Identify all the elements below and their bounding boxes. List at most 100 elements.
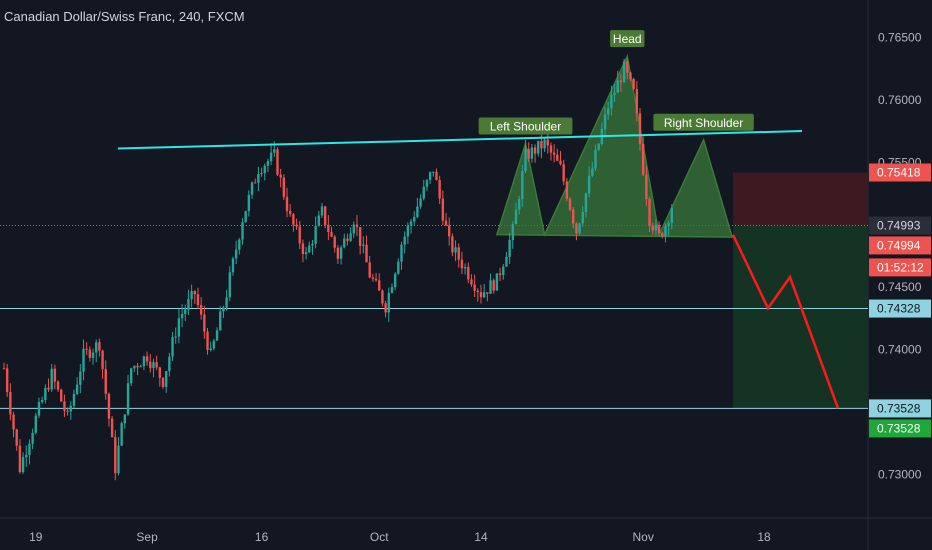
candle xyxy=(403,231,406,254)
candle-body xyxy=(171,337,174,357)
candle-body xyxy=(107,393,111,419)
candle xyxy=(323,205,327,229)
candle-body xyxy=(91,352,95,358)
candle-body xyxy=(463,267,467,269)
candle xyxy=(339,245,343,265)
candle-body xyxy=(641,143,645,175)
candle-body xyxy=(327,224,330,232)
candle-body xyxy=(565,181,569,199)
candle xyxy=(101,349,104,379)
candle-body xyxy=(632,79,635,90)
candle-body xyxy=(607,108,610,115)
candle xyxy=(381,289,384,307)
candle-body xyxy=(2,368,6,370)
candle-body xyxy=(104,369,107,394)
candle-body xyxy=(454,247,457,253)
candle-body xyxy=(304,252,308,255)
candle-body xyxy=(371,277,375,279)
candle xyxy=(130,367,133,387)
candle-body xyxy=(47,387,50,390)
candle-body xyxy=(289,211,292,215)
candle xyxy=(460,251,464,275)
candle xyxy=(228,266,231,302)
candle xyxy=(336,245,340,264)
candle xyxy=(193,290,196,304)
candle xyxy=(126,374,130,416)
candle-body xyxy=(397,261,400,274)
candle xyxy=(190,284,193,308)
candle xyxy=(610,85,613,116)
candle xyxy=(638,108,642,151)
candle xyxy=(352,221,355,238)
candle xyxy=(587,166,591,198)
pattern-label: Head xyxy=(610,30,645,48)
candle xyxy=(346,233,349,246)
candle-body xyxy=(152,362,155,369)
candle-body xyxy=(209,348,212,350)
candle-body xyxy=(559,160,562,165)
candle xyxy=(495,273,499,291)
candle-body xyxy=(378,280,381,291)
candle xyxy=(276,147,279,177)
candle-body xyxy=(130,368,133,384)
candle-body xyxy=(184,309,187,314)
candle-body xyxy=(260,173,263,175)
candle-body xyxy=(368,262,371,278)
candle-body xyxy=(161,377,165,387)
candle xyxy=(40,396,44,404)
candle-body xyxy=(117,445,120,474)
candle-body xyxy=(664,226,667,237)
candle xyxy=(28,439,31,465)
candle xyxy=(123,414,127,429)
candle-body xyxy=(476,290,480,293)
candle xyxy=(572,207,575,229)
candle-body xyxy=(572,209,575,224)
candle xyxy=(537,140,540,157)
candle xyxy=(298,220,301,250)
candle-body xyxy=(180,313,184,319)
candle-body xyxy=(98,342,101,351)
candle-body xyxy=(645,174,648,199)
candle xyxy=(231,256,235,276)
candle xyxy=(565,177,569,202)
candle-body xyxy=(435,171,438,181)
candle-body xyxy=(212,340,216,349)
price-tag-text: 0.74994 xyxy=(877,238,921,252)
candle-body xyxy=(292,214,295,225)
candle xyxy=(527,142,530,162)
candle-body xyxy=(444,220,448,226)
candle xyxy=(524,140,527,174)
candle-body xyxy=(400,244,403,262)
candle-body xyxy=(524,149,527,171)
candle-body xyxy=(479,292,483,298)
candle-body xyxy=(613,92,616,95)
candle-body xyxy=(50,368,53,390)
candle xyxy=(327,215,330,241)
price-tick-label: 0.74500 xyxy=(878,280,922,294)
candle-body xyxy=(352,224,355,234)
candle-body xyxy=(432,171,435,173)
candle xyxy=(177,309,181,344)
candle xyxy=(222,305,225,318)
candle-body xyxy=(619,80,623,83)
price-tag: 0.75418 xyxy=(869,163,931,182)
candle-body xyxy=(101,350,104,370)
candle xyxy=(552,144,556,163)
candle xyxy=(289,203,292,217)
candle xyxy=(378,273,381,291)
candle xyxy=(136,362,139,376)
candle xyxy=(603,107,607,138)
candle xyxy=(502,264,505,280)
candle xyxy=(206,327,209,355)
candle-body xyxy=(238,239,241,250)
candle-body xyxy=(196,294,200,305)
candle xyxy=(397,258,400,275)
candle-body xyxy=(438,180,441,199)
candle xyxy=(69,401,72,420)
candle xyxy=(174,327,177,344)
candle xyxy=(533,144,537,163)
candle-body xyxy=(556,154,559,161)
candle xyxy=(661,232,664,239)
price-tick-label: 0.73000 xyxy=(878,467,922,481)
